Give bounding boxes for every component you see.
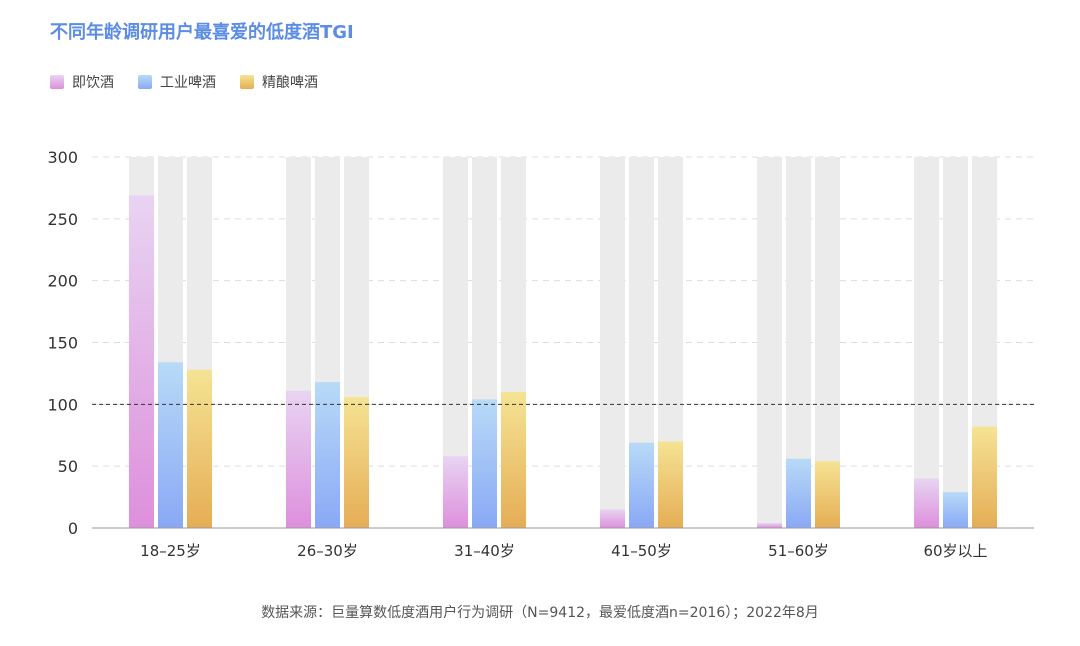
y-tick-label: 100	[47, 395, 78, 414]
bar	[129, 195, 154, 528]
bar-background	[943, 157, 968, 528]
legend-swatch	[240, 75, 254, 89]
y-tick-label: 0	[68, 519, 78, 538]
bar	[815, 461, 840, 528]
bar	[443, 456, 468, 528]
bar	[472, 399, 497, 528]
legend-label: 即饮酒	[72, 75, 114, 91]
bar	[315, 382, 340, 528]
bar-background	[757, 157, 782, 528]
bar	[786, 458, 811, 528]
bar	[158, 362, 183, 528]
x-tick-label: 51–60岁	[768, 542, 829, 560]
legend-swatch	[50, 75, 64, 89]
legend-label: 精酿啤酒	[262, 75, 318, 91]
bar	[501, 391, 526, 528]
y-tick-label: 300	[47, 148, 78, 167]
bar	[914, 478, 939, 528]
y-tick-label: 50	[58, 457, 78, 476]
bar-background	[600, 157, 625, 528]
x-tick-label: 18–25岁	[140, 542, 201, 560]
chart-title: 不同年龄调研用户最喜爱的低度酒TGI	[50, 22, 354, 43]
y-tick-label: 200	[47, 272, 78, 291]
x-tick-label: 60岁以上	[923, 542, 987, 560]
x-tick-label: 26–30岁	[297, 542, 358, 560]
x-tick-label: 31–40岁	[454, 542, 515, 560]
bar	[972, 426, 997, 528]
legend-label: 工业啤酒	[160, 75, 216, 91]
bar	[344, 396, 369, 528]
bar	[286, 390, 311, 528]
bar	[658, 441, 683, 528]
bar-background	[914, 157, 939, 528]
legend-item-craft-beer: 精酿啤酒	[240, 72, 318, 92]
bar	[943, 492, 968, 528]
legend-item-rtd: 即饮酒	[50, 72, 114, 92]
bar	[187, 369, 212, 528]
y-tick-label: 150	[47, 334, 78, 353]
legend-item-industrial-beer: 工业啤酒	[138, 72, 216, 92]
chart-legend: 即饮酒 工业啤酒 精酿啤酒	[50, 72, 318, 92]
bar	[600, 509, 625, 528]
y-tick-label: 250	[47, 210, 78, 229]
data-source-note: 数据来源：巨量算数低度酒用户行为调研（N=9412，最爱低度酒n=2016）；2…	[261, 605, 819, 621]
bar	[757, 523, 782, 528]
bar	[629, 442, 654, 528]
x-tick-label: 41–50岁	[611, 542, 672, 560]
legend-swatch	[138, 75, 152, 89]
